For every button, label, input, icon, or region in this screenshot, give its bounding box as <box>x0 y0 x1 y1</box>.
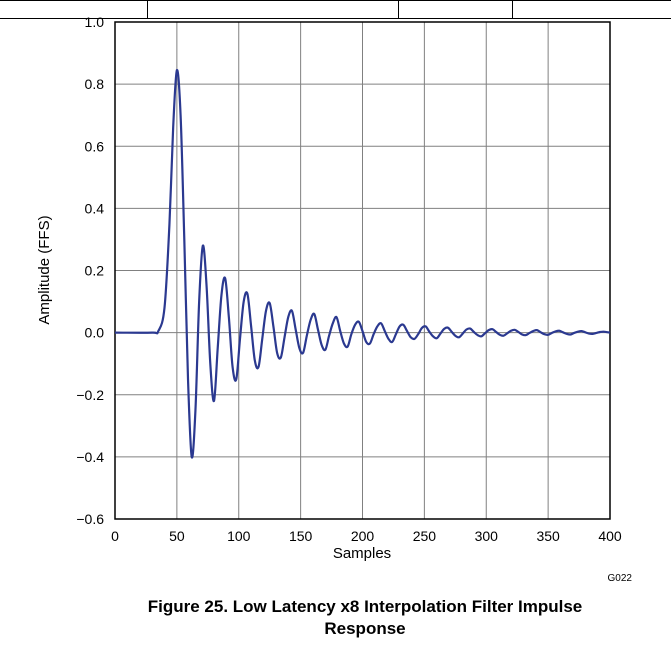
y-axis-label: Amplitude (FFS) <box>36 215 53 324</box>
x-tick-labels: 0 50 100 150 200 250 300 350 400 <box>111 528 622 544</box>
y-tick-label: 0.8 <box>85 76 105 92</box>
impulse-response-chart: 0 50 100 150 200 250 300 350 400 1.0 0.8 0.6 0.4 0.2… <box>0 0 671 584</box>
figure-id-label: G022 <box>608 573 633 584</box>
header-table-borders <box>0 0 671 19</box>
y-tick-label: 0.2 <box>85 263 105 279</box>
x-tick-label: 150 <box>289 528 313 544</box>
plot-frame <box>114 21 611 520</box>
impulse-response-line <box>114 69 611 459</box>
y-tick-labels: 1.0 0.8 0.6 0.4 0.2 0.0 −0.2 −0.4 −0.6 <box>76 14 104 527</box>
y-tick-label: 0.0 <box>85 325 105 341</box>
y-tick-label: −0.4 <box>76 449 104 465</box>
caption-line-2: Response <box>324 619 406 638</box>
y-tick-label: −0.6 <box>76 511 104 527</box>
x-tick-label: 400 <box>598 528 622 544</box>
y-tick-label: 1.0 <box>85 14 105 30</box>
x-tick-label: 0 <box>111 528 119 544</box>
y-tick-label: −0.2 <box>76 387 104 403</box>
x-tick-label: 300 <box>475 528 499 544</box>
figure-caption: Figure 25. Low Latency x8 Interpolation … <box>60 596 670 640</box>
x-tick-label: 250 <box>413 528 437 544</box>
y-tick-label: 0.4 <box>85 200 105 216</box>
x-tick-label: 350 <box>536 528 560 544</box>
x-axis-label: Samples <box>333 545 391 562</box>
caption-line-1: Figure 25. Low Latency x8 Interpolation … <box>147 597 583 616</box>
y-tick-label: 0.6 <box>85 138 105 154</box>
x-tick-label: 50 <box>169 528 185 544</box>
x-tick-label: 100 <box>227 528 251 544</box>
x-tick-label: 200 <box>351 528 375 544</box>
grid-lines <box>115 22 610 519</box>
